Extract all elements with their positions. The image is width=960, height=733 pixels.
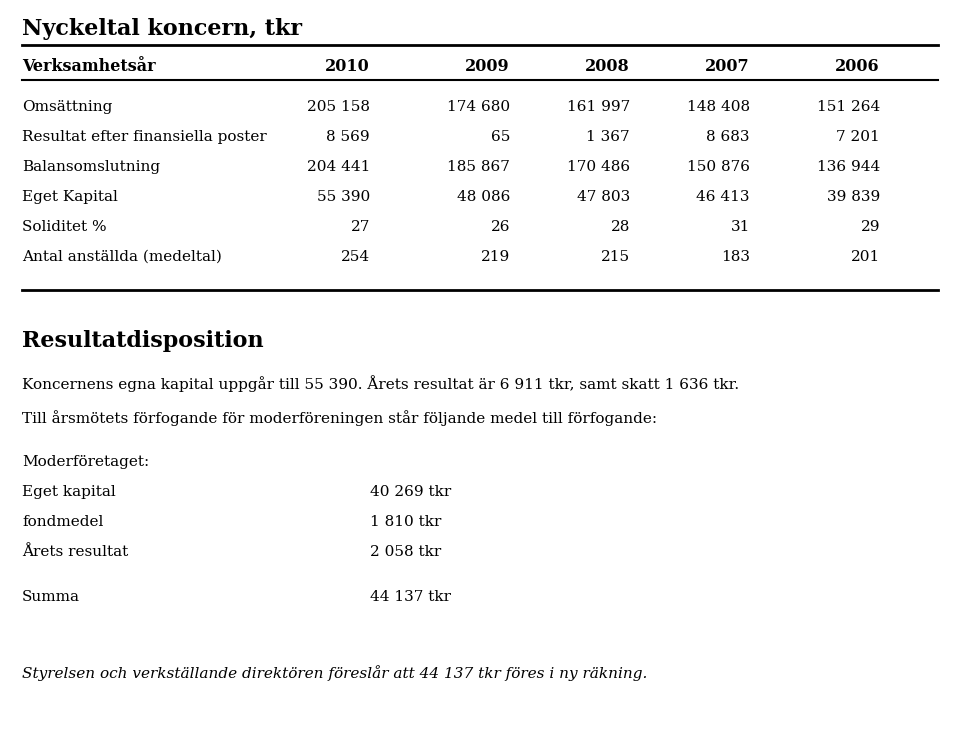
Text: 136 944: 136 944 xyxy=(817,160,880,174)
Text: 39 839: 39 839 xyxy=(827,190,880,204)
Text: 183: 183 xyxy=(721,250,750,264)
Text: Styrelsen och verkställande direktören föreslår att 44 137 tkr föres i ny räknin: Styrelsen och verkställande direktören f… xyxy=(22,665,647,681)
Text: 8 569: 8 569 xyxy=(326,130,370,144)
Text: 185 867: 185 867 xyxy=(447,160,510,174)
Text: 31: 31 xyxy=(731,220,750,234)
Text: 7 201: 7 201 xyxy=(836,130,880,144)
Text: 150 876: 150 876 xyxy=(687,160,750,174)
Text: 2006: 2006 xyxy=(835,58,880,75)
Text: 29: 29 xyxy=(860,220,880,234)
Text: 148 408: 148 408 xyxy=(686,100,750,114)
Text: Soliditet %: Soliditet % xyxy=(22,220,107,234)
Text: Moderföretaget:: Moderföretaget: xyxy=(22,455,149,469)
Text: 1 367: 1 367 xyxy=(587,130,630,144)
Text: Omsättning: Omsättning xyxy=(22,100,112,114)
Text: fondmedel: fondmedel xyxy=(22,515,104,529)
Text: 215: 215 xyxy=(601,250,630,264)
Text: 151 264: 151 264 xyxy=(817,100,880,114)
Text: 2010: 2010 xyxy=(325,58,370,75)
Text: 46 413: 46 413 xyxy=(697,190,750,204)
Text: Årets resultat: Årets resultat xyxy=(22,545,129,559)
Text: 26: 26 xyxy=(491,220,510,234)
Text: 219: 219 xyxy=(481,250,510,264)
Text: Summa: Summa xyxy=(22,590,80,604)
Text: 204 441: 204 441 xyxy=(306,160,370,174)
Text: 55 390: 55 390 xyxy=(317,190,370,204)
Text: Verksamhetsår: Verksamhetsår xyxy=(22,58,156,75)
Text: 48 086: 48 086 xyxy=(457,190,510,204)
Text: Balansomslutning: Balansomslutning xyxy=(22,160,160,174)
Text: 2007: 2007 xyxy=(706,58,750,75)
Text: Antal anställda (medeltal): Antal anställda (medeltal) xyxy=(22,250,222,264)
Text: 28: 28 xyxy=(611,220,630,234)
Text: 254: 254 xyxy=(341,250,370,264)
Text: 2008: 2008 xyxy=(586,58,630,75)
Text: Eget kapital: Eget kapital xyxy=(22,485,116,499)
Text: 65: 65 xyxy=(491,130,510,144)
Text: 161 997: 161 997 xyxy=(566,100,630,114)
Text: Resultat efter finansiella poster: Resultat efter finansiella poster xyxy=(22,130,267,144)
Text: 1 810 tkr: 1 810 tkr xyxy=(370,515,442,529)
Text: Nyckeltal koncern, tkr: Nyckeltal koncern, tkr xyxy=(22,18,302,40)
Text: Till årsmötets förfogande för moderföreningen står följande medel till förfogand: Till årsmötets förfogande för moderfören… xyxy=(22,410,658,426)
Text: 2009: 2009 xyxy=(466,58,510,75)
Text: Resultatdisposition: Resultatdisposition xyxy=(22,330,264,352)
Text: Eget Kapital: Eget Kapital xyxy=(22,190,118,204)
Text: Koncernens egna kapital uppgår till 55 390. Årets resultat är 6 911 tkr, samt sk: Koncernens egna kapital uppgår till 55 3… xyxy=(22,375,739,392)
Text: 170 486: 170 486 xyxy=(566,160,630,174)
Text: 47 803: 47 803 xyxy=(577,190,630,204)
Text: 44 137 tkr: 44 137 tkr xyxy=(370,590,451,604)
Text: 40 269 tkr: 40 269 tkr xyxy=(370,485,451,499)
Text: 27: 27 xyxy=(350,220,370,234)
Text: 174 680: 174 680 xyxy=(446,100,510,114)
Text: 2 058 tkr: 2 058 tkr xyxy=(370,545,442,559)
Text: 8 683: 8 683 xyxy=(707,130,750,144)
Text: 205 158: 205 158 xyxy=(307,100,370,114)
Text: 201: 201 xyxy=(851,250,880,264)
